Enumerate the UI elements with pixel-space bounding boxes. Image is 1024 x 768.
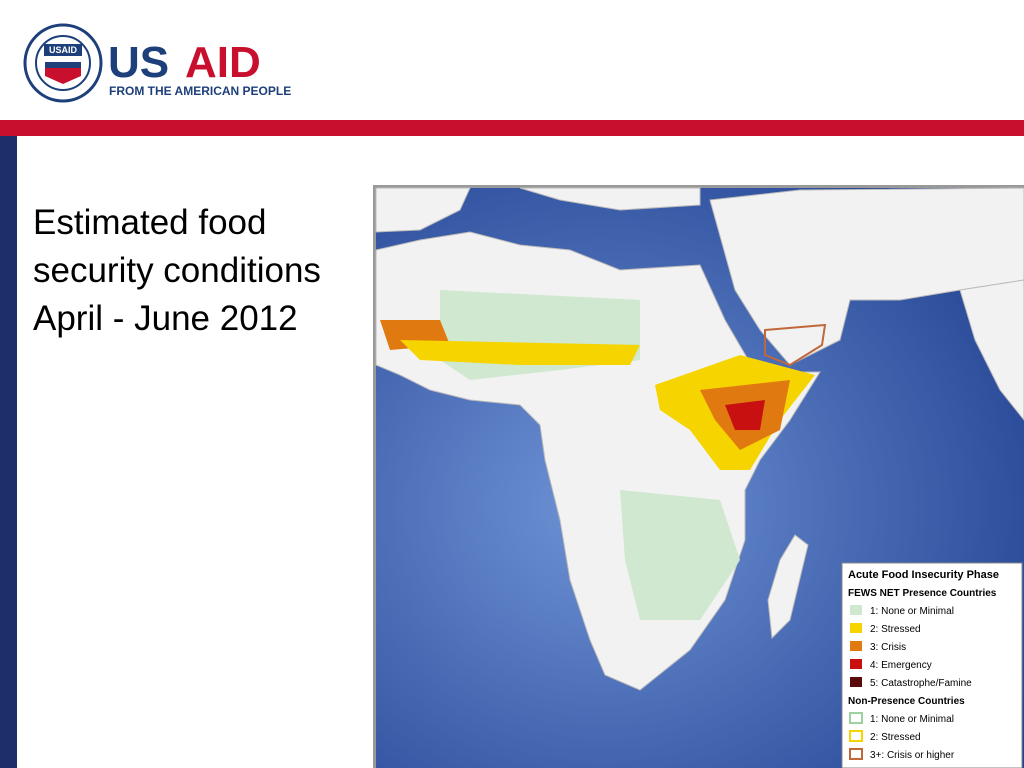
legend-label: 3+: Crisis or higher: [870, 750, 955, 761]
legend-label: 1: None or Minimal: [870, 714, 954, 725]
legend-label: 2: Stressed: [870, 624, 921, 635]
logo-aid: AID: [185, 38, 261, 87]
legend-swatch: [850, 677, 862, 687]
legend-swatch: [849, 748, 863, 760]
seal-label: USAID: [49, 45, 78, 55]
legend-title: Acute Food Insecurity Phase: [848, 569, 999, 581]
legend-heading: Non-Presence Countries: [848, 696, 965, 707]
side-bar: [0, 136, 17, 768]
legend-label: 3: Crisis: [870, 642, 906, 653]
legend-swatch: [849, 712, 863, 724]
tagline: FROM THE AMERICAN PEOPLE: [109, 84, 291, 98]
legend-label: 1: None or Minimal: [870, 606, 954, 617]
seal: USAID: [23, 23, 103, 103]
legend-swatch: [850, 641, 862, 651]
legend-label: 5: Catastrophe/Famine: [870, 678, 972, 689]
legend-swatch: [850, 605, 862, 615]
logo-us: US: [108, 38, 169, 87]
legend: Acute Food Insecurity Phase FEWS NET Pre…: [841, 562, 1023, 768]
title-line: April - June 2012: [33, 299, 298, 338]
legend-swatch: [850, 659, 862, 669]
red-bar: [0, 120, 1024, 136]
legend-label: 4: Emergency: [870, 660, 932, 671]
title-line: security conditions: [33, 251, 321, 290]
legend-swatch: [850, 623, 862, 633]
legend-heading: FEWS NET Presence Countries: [848, 588, 997, 599]
legend-label: 2: Stressed: [870, 732, 921, 743]
legend-swatch: [849, 730, 863, 742]
title-line: Estimated food: [33, 203, 267, 242]
